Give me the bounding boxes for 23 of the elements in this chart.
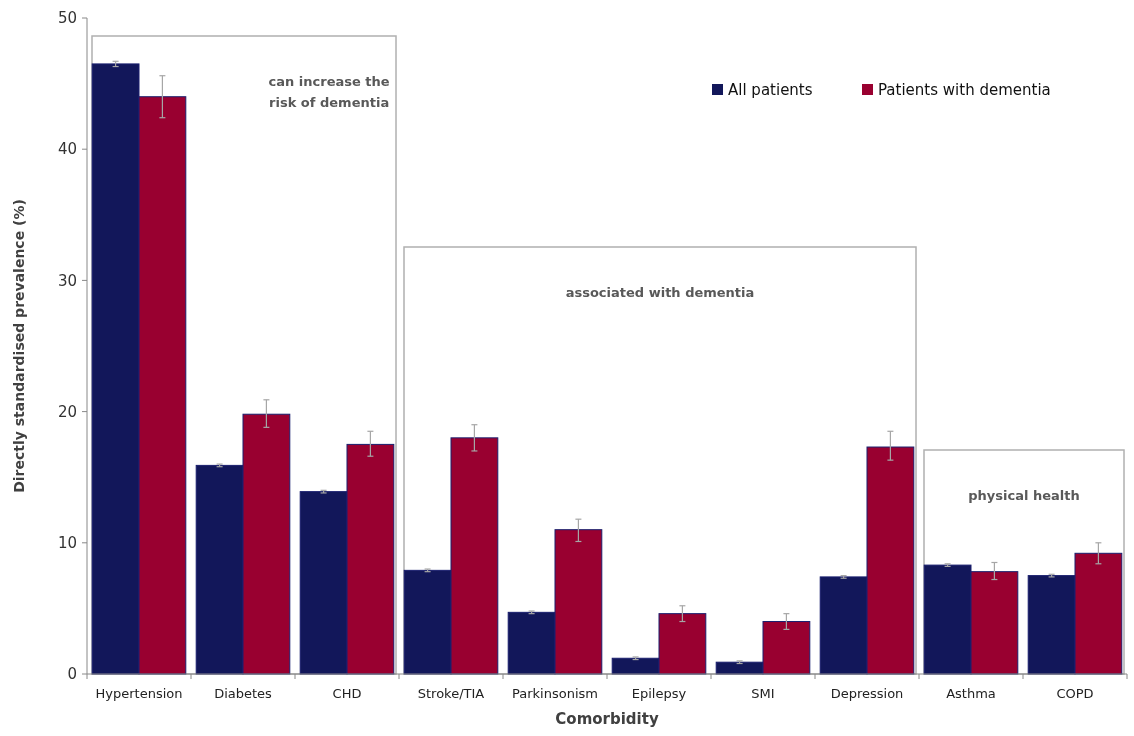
x-tick-label: Parkinsonism: [512, 686, 598, 701]
x-tick-label: COPD: [1056, 686, 1094, 701]
annotation: can increase the risk of dementia: [268, 74, 390, 110]
x-axis-title: Comorbidity: [555, 710, 659, 728]
x-tick-label: Epilepsy: [631, 686, 687, 701]
x-tick-label: Diabetes: [214, 686, 273, 701]
y-tick-label: 40: [57, 140, 77, 159]
y-tick-label: 10: [57, 534, 77, 553]
annotation: associated with dementia: [565, 285, 755, 300]
y-tick-label: 30: [57, 271, 77, 290]
y-tick-label: 0: [67, 665, 77, 684]
y-tick-label: 50: [57, 9, 77, 28]
x-tick-label: Hypertension: [95, 686, 183, 701]
x-tick-label: Depression: [830, 686, 904, 701]
legend-label: Patients with dementia: [878, 81, 1051, 100]
x-tick-label: SMI: [751, 686, 775, 701]
x-tick-label: CHD: [332, 686, 362, 701]
legend-label: All patients: [728, 81, 813, 100]
annotation: physical health: [968, 488, 1080, 503]
x-tick-label: Stroke/TIA: [417, 686, 485, 701]
y-axis-title: Directly standardised prevalence (%): [11, 199, 27, 493]
x-tick-label: Asthma: [946, 686, 996, 701]
y-tick-label: 20: [57, 402, 77, 421]
